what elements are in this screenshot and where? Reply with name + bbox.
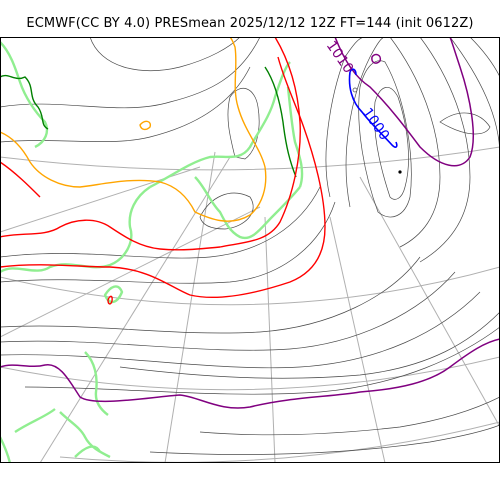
- isobar-1000: [348, 71, 398, 148]
- isobar: [389, 37, 441, 248]
- coastline: [0, 41, 49, 149]
- isobar: [0, 271, 456, 351]
- coastline: [103, 285, 124, 304]
- coastlines: [0, 41, 304, 463]
- isobar-1008: [371, 53, 382, 64]
- isobar: [419, 37, 471, 263]
- coastline: [149, 61, 291, 189]
- isobar-1020: [0, 74, 49, 130]
- isobars-colored: [0, 37, 500, 409]
- latitude-line: [0, 146, 500, 171]
- isobar-1012: [107, 295, 113, 305]
- isobar: [24, 326, 500, 395]
- isobar: [149, 424, 500, 455]
- contour-label-1000: 1000: [359, 105, 393, 143]
- longitude-line: [329, 216, 386, 463]
- isobar: [358, 60, 412, 218]
- isobar-1000: [349, 68, 357, 76]
- isobar: [0, 66, 251, 143]
- isobar-1012: [0, 37, 301, 251]
- longitude-line: [359, 176, 500, 428]
- map-frame: [0, 37, 500, 463]
- isobar-1016: [0, 37, 267, 222]
- isobar: [0, 201, 336, 284]
- chart-title: ECMWF(CC BY 4.0) PRESmean 2025/12/12 12Z…: [26, 16, 474, 31]
- isobar: [0, 256, 421, 334]
- coastline: [0, 186, 151, 274]
- coastline: [286, 86, 304, 188]
- pressure-map: 1000 1010: [0, 37, 500, 463]
- isobar-1008: [334, 37, 475, 167]
- isobar: [199, 396, 500, 436]
- isobar-1012: [0, 161, 41, 198]
- isobar-1008: [0, 338, 500, 409]
- isobar: [374, 87, 409, 200]
- isobar-1012: [0, 56, 326, 298]
- isobar: [227, 87, 260, 160]
- latitude-line: [0, 356, 500, 391]
- isobar: [469, 37, 500, 78]
- coastline: [194, 176, 301, 240]
- coastline: [14, 408, 56, 433]
- isobar-1016: [139, 120, 152, 131]
- coastline: [74, 445, 102, 458]
- coastline: [84, 351, 109, 416]
- isobar: [0, 37, 261, 109]
- isobar: [0, 291, 481, 369]
- isobar: [119, 311, 500, 379]
- isobar-1020: [264, 66, 297, 178]
- longitude-line: [164, 151, 216, 463]
- low-center-marker: [352, 87, 358, 93]
- isobar: [449, 37, 500, 158]
- isobars-thin: [0, 37, 500, 455]
- longitude-line: [39, 156, 231, 463]
- isobar: [325, 37, 366, 198]
- isobar: [345, 37, 386, 208]
- contour-label-1010: 1010: [323, 38, 357, 76]
- graticule: [0, 146, 500, 463]
- coastline: [0, 436, 12, 463]
- longitude-line: [264, 216, 276, 463]
- isobar: [439, 112, 491, 135]
- secondary-low-marker: [398, 170, 402, 174]
- isobar: [0, 186, 321, 259]
- coastline: [59, 411, 111, 459]
- latitude-line: [59, 421, 500, 463]
- latitude-line: [0, 266, 500, 306]
- isobar: [89, 37, 241, 72]
